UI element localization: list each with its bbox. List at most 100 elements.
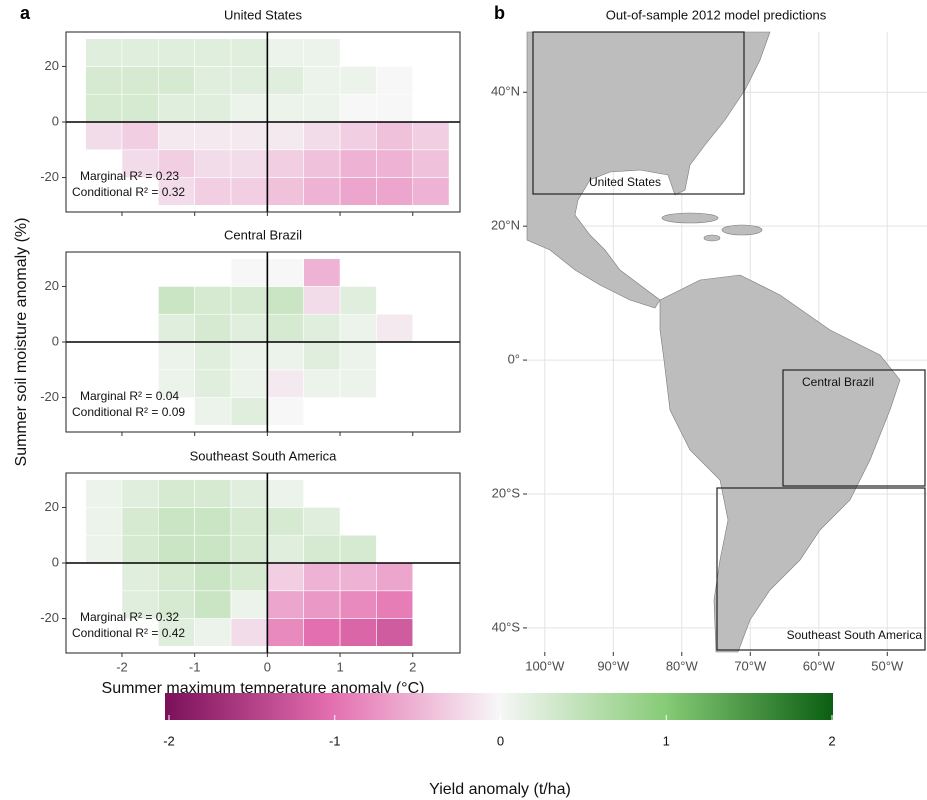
heat-cell [376,122,412,150]
annotation: Conditional R² = 0.32 [72,185,185,199]
heat-cell [195,122,231,150]
heat-cell [340,370,376,398]
heat-cell [231,286,267,314]
colorbar-tick-label: 0 [497,733,504,748]
heat-cell [231,66,267,94]
heat-cell [267,563,303,591]
y-tick-label: 0° [508,352,520,367]
heat-cell [304,286,340,314]
heat-cell [267,39,303,67]
heat-cell [231,398,267,426]
island [704,235,720,241]
heat-cell [413,122,449,150]
x-tick-label: -2 [116,659,128,674]
heat-cell [376,150,412,178]
annotation: Marginal R² = 0.23 [80,169,179,183]
heat-cell [195,94,231,122]
heat-cell [267,259,303,287]
colorbar-tick-label: -2 [163,733,175,748]
heat-cell [304,66,340,94]
map-title: Out-of-sample 2012 model predictions [606,7,827,22]
x-tick-label: 1 [336,659,343,674]
heat-cell [267,286,303,314]
y-tick-label: -20 [40,169,59,184]
heat-cell [304,122,340,150]
heat-cell [304,259,340,287]
heat-cell [195,535,231,563]
y-tick-label: -20 [40,610,59,625]
y-tick-label: 0 [52,554,59,569]
heat-cell [267,150,303,178]
island [722,225,762,235]
heat-cell [304,591,340,619]
heat-cell [86,535,122,563]
heat-cell [267,619,303,647]
colorbar-tick-label: -1 [329,733,341,748]
heat-cell [158,286,194,314]
heat-cell [267,342,303,370]
heat-cell [340,342,376,370]
heat-cell [340,286,376,314]
heat-cell [267,370,303,398]
heat-cell [86,122,122,150]
annotation: Marginal R² = 0.04 [80,389,179,403]
y-tick-label: 20°N [491,218,520,233]
heat-cell [231,591,267,619]
heat-cell [267,507,303,535]
x-tick-label: 70°W [734,658,767,673]
heat-cell [158,507,194,535]
heat-cell [376,94,412,122]
heat-cell [158,39,194,67]
colorbar-title: Yield anomaly (t/ha) [429,781,571,798]
heat-cell [158,480,194,508]
annotation: Conditional R² = 0.42 [72,626,185,640]
heat-cell [304,370,340,398]
heat-cell [267,591,303,619]
panel-title: Southeast South America [190,448,337,463]
heat-cell [267,178,303,206]
annotation: Marginal R² = 0.32 [80,610,179,624]
heat-cell [195,591,231,619]
x-tick-label: 0 [264,659,271,674]
heat-cell [340,535,376,563]
heat-cell [195,398,231,426]
colorbar [165,693,833,720]
figure: a b Summer maximum temperature anomaly (… [0,0,927,800]
heat-cell [376,178,412,206]
heat-cell [376,66,412,94]
y-tick-label: 20°S [492,485,521,500]
heat-cell [231,314,267,342]
heat-cell [86,66,122,94]
heat-cell [122,66,158,94]
heat-cell [304,563,340,591]
heat-cell [340,563,376,591]
heat-cell [86,94,122,122]
heat-cell [340,150,376,178]
heat-cell [231,507,267,535]
x-tick-label: 50°W [871,658,904,673]
y-tick-label: 40°N [491,84,520,99]
heat-cell [195,507,231,535]
heat-cell [231,342,267,370]
heat-cell [195,370,231,398]
x-tick-label: 2 [409,659,416,674]
heat-cell [158,314,194,342]
x-tick-label: 60°W [803,658,836,673]
annotation: Conditional R² = 0.09 [72,405,185,419]
y-axis-label: Summer soil moisture anomaly (%) [13,218,30,467]
heat-cell [122,507,158,535]
heat-cell [340,122,376,150]
heat-cell [267,66,303,94]
heat-cell [195,66,231,94]
heat-cell [158,66,194,94]
heat-cell [158,122,194,150]
map: United States Central Brazil Southeast S… [491,7,927,673]
heat-cell [122,480,158,508]
x-tick-label: 80°W [666,658,699,673]
heat-cell [122,39,158,67]
heat-cell [231,178,267,206]
heat-cell [340,94,376,122]
y-tick-label: -20 [40,389,59,404]
region-label: Southeast South America [787,628,923,642]
